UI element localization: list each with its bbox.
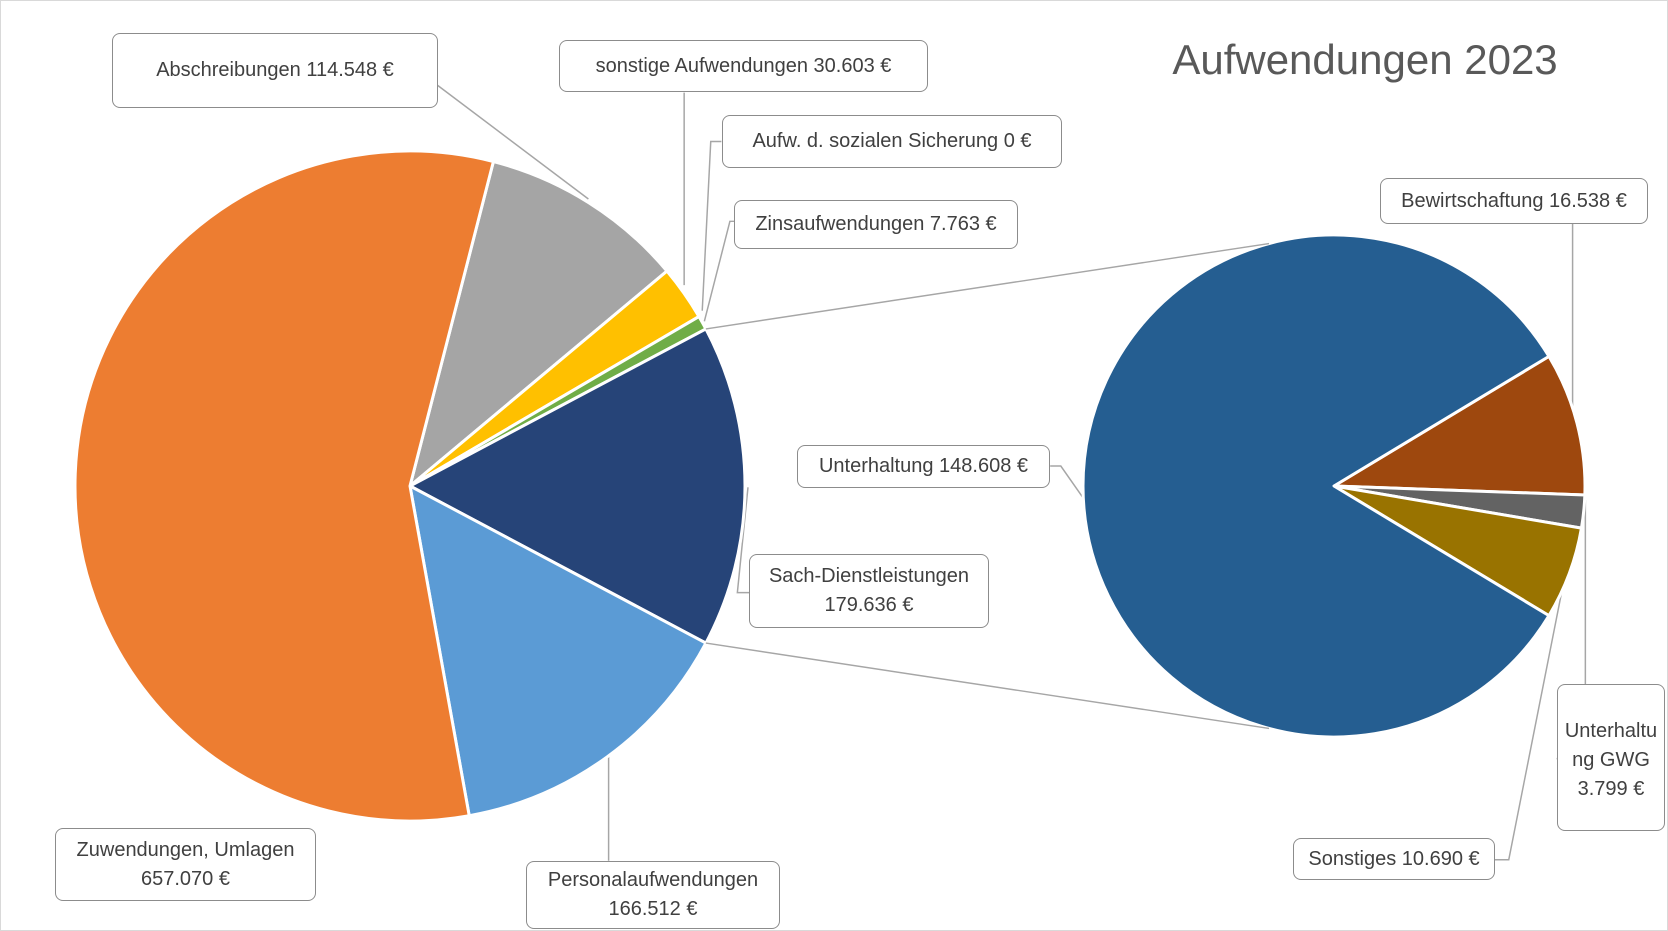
label-name: Zinsaufwendungen [755, 213, 925, 235]
label-name: Bewirtschaftung [1401, 189, 1544, 212]
pie-slice [408, 484, 708, 818]
pie-slice [1332, 354, 1587, 497]
label-value: 114.548 € [306, 59, 394, 81]
label-value: 16.538 € [1549, 189, 1627, 212]
label-name: Unterhaltung [818, 455, 934, 477]
data-label: Sach-Dienstleistungen 179.636 € [749, 554, 989, 628]
chart-title: Aufwendungen 2023 [1172, 36, 1558, 83]
data-label: Unterhaltung GWG 3.799 € [1557, 684, 1665, 831]
label-name: sonstige Aufwendungen [595, 54, 808, 77]
leader-line [436, 84, 589, 200]
label-value: 10.690 € [1401, 847, 1480, 870]
pie-slice [73, 149, 495, 823]
pie-slice [1081, 233, 1551, 739]
leader-line [703, 220, 735, 322]
label-name: Sach-Dienstleistungen [768, 565, 970, 587]
label-value: 148.608 € [939, 455, 1029, 477]
label-value: 166.512 € [608, 898, 698, 920]
connector-line [705, 242, 1270, 330]
data-label: Zuwendungen, Umlagen 657.070 € [55, 828, 316, 901]
data-label: Sonstiges 10.690 € [1293, 838, 1495, 880]
label-value: 3.799 € [1577, 778, 1645, 800]
label-name: Personalaufwendungen [547, 869, 759, 891]
label-name: Zuwendungen, Umlagen [76, 838, 295, 861]
label-name: Unterhaltung GWG [1564, 720, 1658, 771]
label-value: 30.603 € [813, 54, 892, 77]
label-value: 657.070 € [141, 867, 230, 890]
leader-line [1050, 465, 1084, 499]
label-value: 7.763 € [929, 213, 997, 235]
data-label: Abschreibungen 114.548 € [112, 33, 438, 108]
label-value: 0 € [1003, 130, 1032, 152]
leader-line [1494, 579, 1565, 861]
label-name: Aufw. d. sozialen Sicherung [752, 130, 999, 152]
leader-line [701, 140, 722, 311]
data-label: Unterhaltung 148.608 € [797, 445, 1050, 488]
pie-slice [408, 160, 669, 488]
pie-slice [408, 327, 747, 645]
data-label: Zinsaufwendungen 7.763 € [734, 200, 1018, 249]
data-label: Bewirtschaftung 16.538 € [1380, 178, 1648, 224]
label-name: Sonstiges [1308, 847, 1397, 870]
label-name: Abschreibungen [156, 59, 301, 81]
label-value: 179.636 € [824, 594, 914, 616]
data-label: Aufw. d. sozialen Sicherung 0 € [722, 115, 1062, 168]
connector-line [705, 642, 1270, 730]
data-label: Personalaufwendungen 166.512 € [526, 861, 780, 929]
data-label: sonstige Aufwendungen 30.603 € [559, 40, 928, 92]
